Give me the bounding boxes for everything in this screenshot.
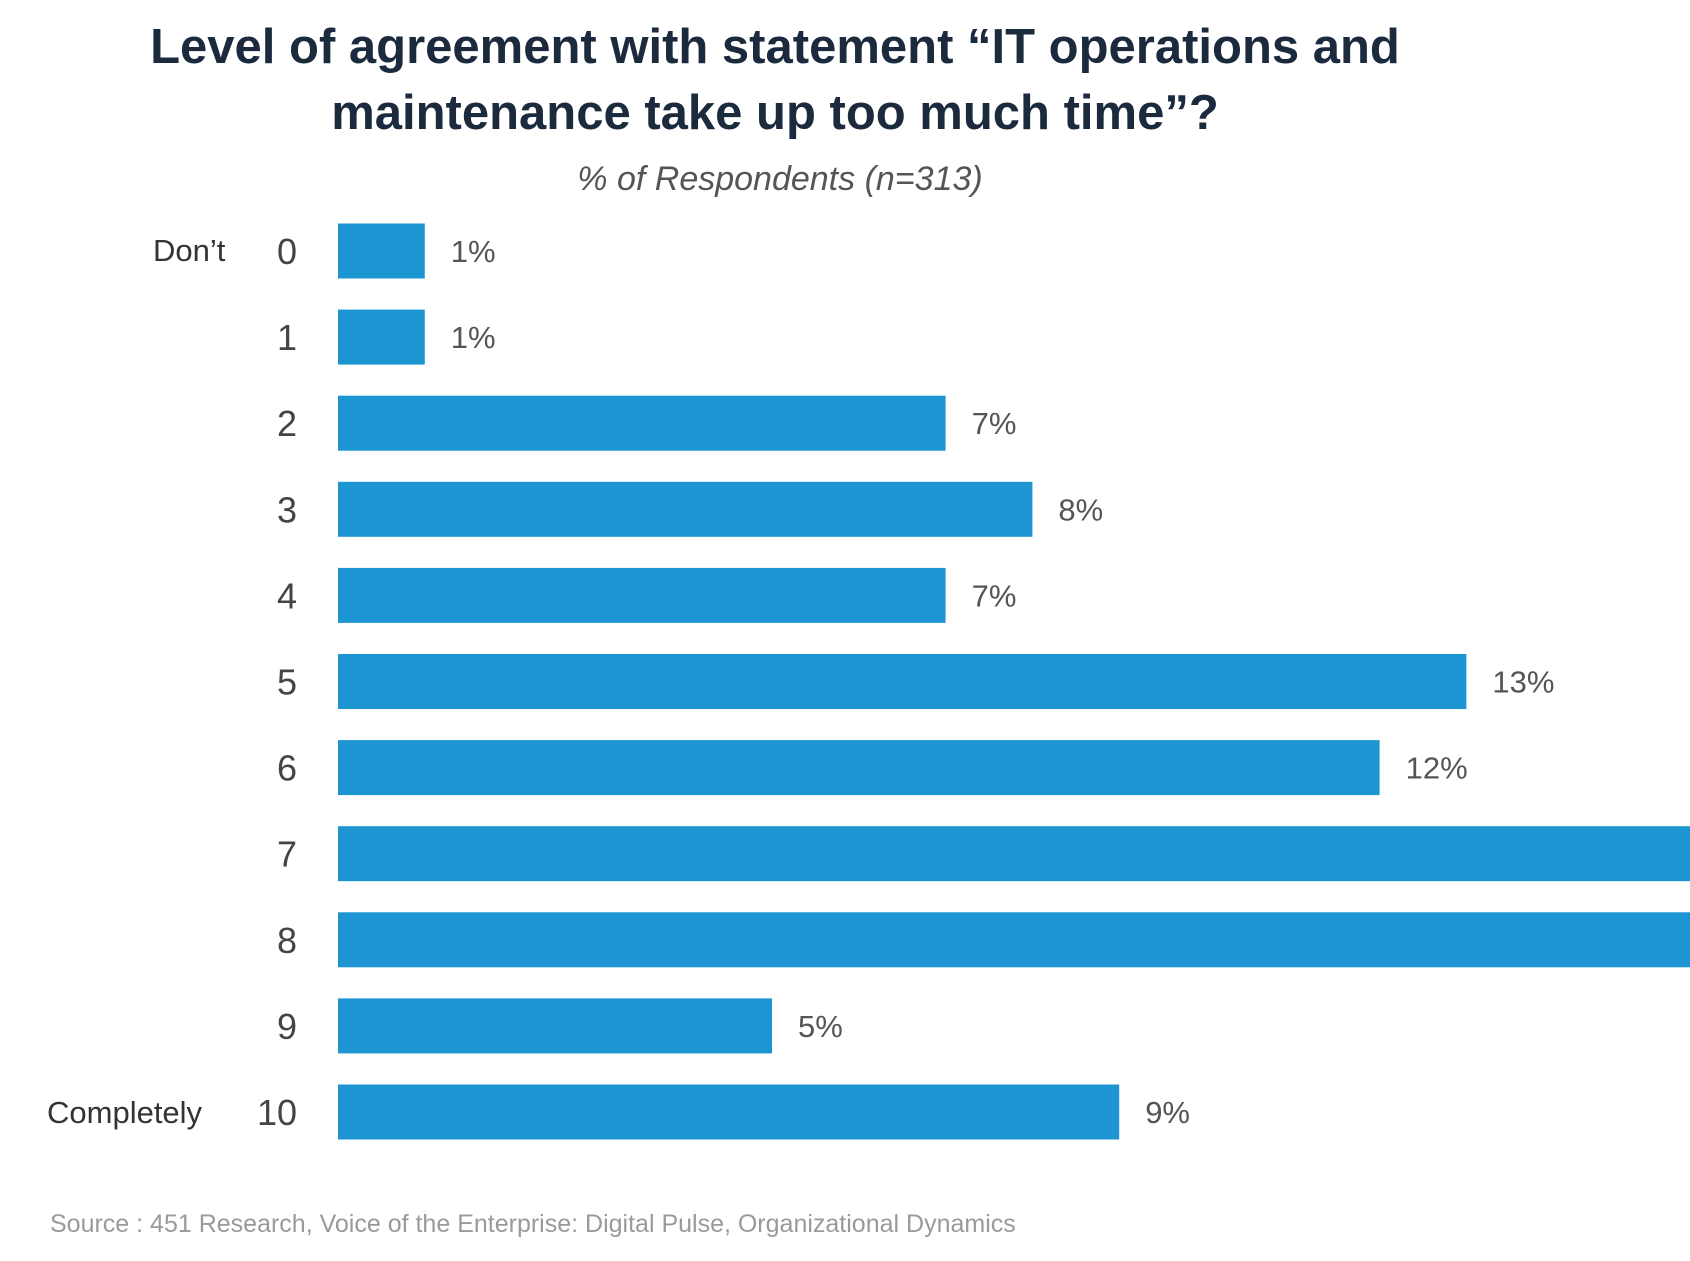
category-label: 5 [277, 662, 297, 703]
scale-anchor-low: Don’t [153, 233, 226, 268]
category-label: 1 [277, 317, 297, 358]
bar [338, 481, 1033, 537]
bar [338, 740, 1380, 796]
category-label: 3 [277, 489, 297, 530]
bar [338, 912, 1690, 968]
value-label: 9% [1145, 1095, 1190, 1130]
chart-title: Level of agreement with statement “IT op… [150, 20, 1400, 140]
category-label: 0 [277, 231, 297, 272]
category-label: 10 [257, 1092, 297, 1133]
value-label: 13% [1492, 665, 1554, 700]
value-label: 1% [451, 320, 496, 355]
value-label: 12% [1406, 751, 1468, 786]
chart-subtitle: % of Respondents (n=313) [577, 160, 983, 198]
bar [338, 654, 1467, 709]
bar [338, 826, 1690, 882]
value-label: 7% [972, 578, 1017, 613]
bar [338, 309, 425, 365]
bar [338, 998, 772, 1054]
bar [338, 567, 946, 623]
bar [338, 223, 425, 279]
value-label: 1% [451, 234, 496, 269]
value-label: 5% [798, 1009, 843, 1044]
category-label: 6 [277, 748, 297, 789]
category-label: 2 [277, 403, 297, 444]
source-note: Source : 451 Research, Voice of the Ente… [50, 1210, 1016, 1238]
category-label: 8 [277, 920, 297, 961]
bar [338, 395, 946, 451]
category-label: 4 [277, 575, 297, 616]
value-label: 7% [972, 406, 1017, 441]
category-label: 7 [277, 834, 297, 875]
category-label: 9 [277, 1006, 297, 1047]
value-label: 8% [1058, 492, 1103, 527]
scale-anchor-high: Completely [47, 1095, 203, 1130]
bar [338, 1084, 1120, 1140]
